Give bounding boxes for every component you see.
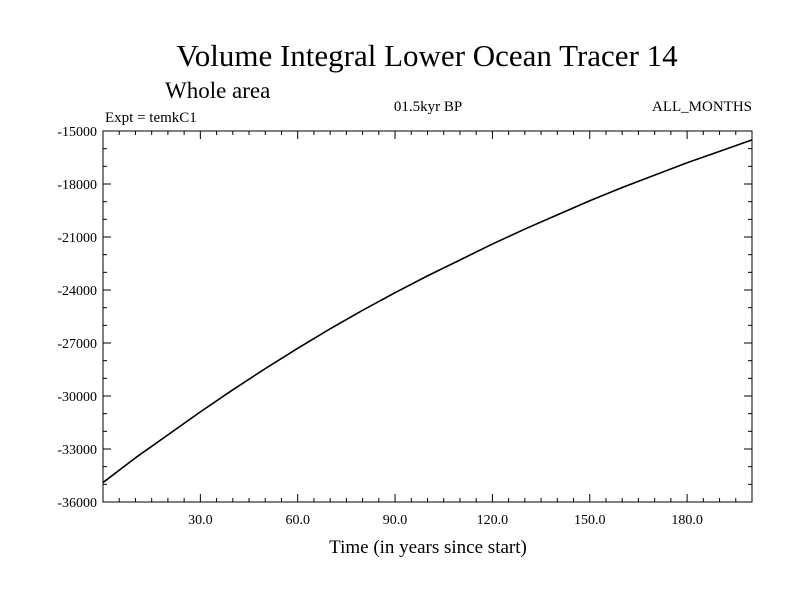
x-axis-label: Time (in years since start) bbox=[329, 537, 527, 558]
x-tick-label: 60.0 bbox=[285, 513, 310, 528]
plot-frame bbox=[102, 130, 753, 503]
x-tick-label: 30.0 bbox=[188, 513, 213, 528]
y-tick-label: -24000 bbox=[57, 284, 97, 299]
chart-subtitle: Whole area bbox=[165, 78, 270, 103]
x-tick-label: 90.0 bbox=[383, 513, 408, 528]
x-tick-label: 150.0 bbox=[574, 513, 606, 528]
months-label: ALL_MONTHS bbox=[652, 99, 752, 115]
y-tick-label: -21000 bbox=[57, 231, 97, 246]
x-tick-label: 180.0 bbox=[671, 513, 703, 528]
y-tick-label: -36000 bbox=[57, 496, 97, 511]
experiment-label: Expt = temkC1 bbox=[105, 110, 197, 126]
y-tick-label: -33000 bbox=[57, 443, 97, 458]
series-line bbox=[102, 139, 753, 484]
period-label: 01.5kyr BP bbox=[394, 99, 462, 115]
y-axis: -36000 -33000 -30000 -27000 -24000 -21000 -180… bbox=[57, 125, 752, 511]
x-axis: 30.0 60.0 90.0 120.0 150.0 180.0 bbox=[118, 131, 737, 528]
chart-title: Volume Integral Lower Ocean Tracer 14 bbox=[176, 38, 678, 73]
y-tick-label: -27000 bbox=[57, 337, 97, 352]
y-tick-label: -30000 bbox=[57, 390, 97, 405]
y-tick-label: -18000 bbox=[57, 178, 97, 193]
y-tick-label: -15000 bbox=[57, 125, 97, 140]
series-group bbox=[102, 139, 753, 484]
x-tick-label: 120.0 bbox=[477, 513, 509, 528]
